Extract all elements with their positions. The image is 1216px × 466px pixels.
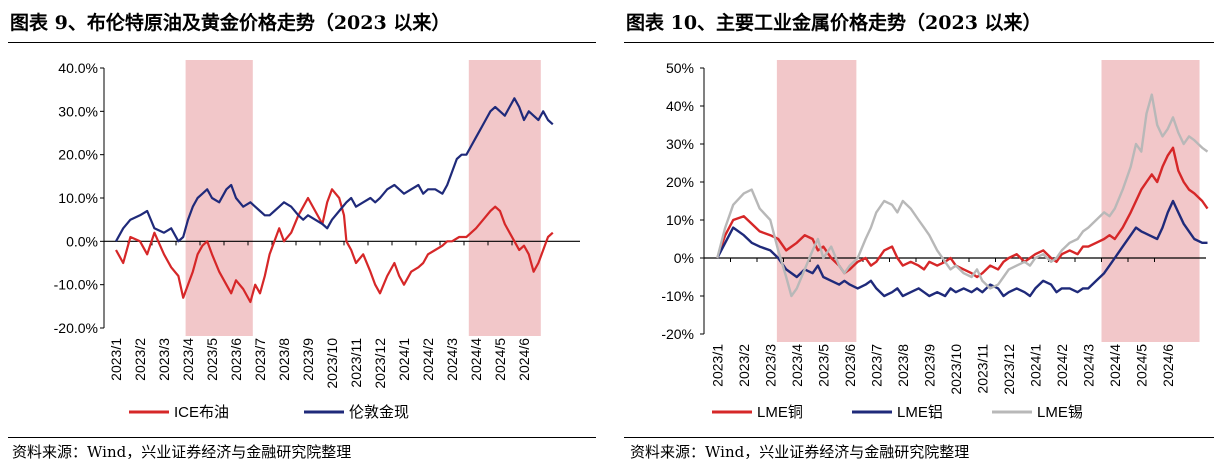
- y-tick-label: 10.0%: [58, 190, 98, 206]
- x-tick-label: 2024/1: [1027, 344, 1043, 387]
- x-tick-label: 2023/9: [921, 344, 937, 387]
- x-tick-label: 2023/12: [1001, 344, 1017, 395]
- x-tick-label: 2023/9: [300, 338, 316, 381]
- y-tick-label: -20%: [661, 326, 694, 342]
- x-tick-label: 2024/4: [468, 338, 484, 381]
- x-tick-label: 2024/1: [396, 338, 412, 381]
- x-tick-label: 2023/2: [132, 338, 148, 381]
- x-tick-label: 2023/4: [789, 344, 805, 387]
- y-tick-label: 20.0%: [58, 147, 98, 163]
- source-rule: [8, 437, 596, 438]
- x-tick-label: 2023/4: [180, 338, 196, 381]
- y-tick-label: -10%: [661, 288, 694, 304]
- x-tick-label: 2024/2: [420, 338, 436, 381]
- legend-label: ICE布油: [174, 404, 229, 421]
- y-tick-label: -10.0%: [54, 277, 98, 293]
- x-tick-label: 2023/3: [156, 338, 172, 381]
- x-tick-label: 2023/11: [974, 344, 990, 394]
- x-tick-label: 2023/8: [895, 344, 911, 387]
- chart-title: 图表 10、主要工业金属价格走势（2023 以来）: [626, 12, 1042, 34]
- source-note: 资料来源：Wind，兴业证券经济与金融研究院整理: [630, 443, 970, 461]
- x-tick-label: 2023/2: [736, 344, 752, 387]
- series-line-1: [716, 199, 1208, 298]
- x-tick-label: 2023/11: [348, 338, 364, 388]
- series-line-1: [115, 97, 554, 243]
- shaded-period: [185, 60, 253, 336]
- x-tick-label: 2023/7: [252, 338, 268, 381]
- right-chart-panel: 图表 10、主要工业金属价格走势（2023 以来） 50% 40% 30% 20% 10…: [608, 0, 1216, 466]
- x-tick-label: 2023/7: [868, 344, 884, 387]
- y-tick-label: 30.0%: [58, 103, 98, 119]
- chart-title: 图表 9、布伦特原油及黄金价格走势（2023 以来）: [10, 12, 451, 34]
- left-chart-panel: 图表 9、布伦特原油及黄金价格走势（2023 以来） 40.0% 30.0% 20.…: [8, 12, 596, 461]
- legend-label: LME锡: [1037, 404, 1083, 421]
- y-tick-label: 40%: [666, 98, 694, 114]
- x-tick-label: 2023/6: [228, 338, 244, 381]
- chart-industrial-metals: 50% 40% 30% 20% 10% 0% -10% -20% 2023/1 2023/2 202…: [661, 60, 1209, 421]
- legend-label: LME铝: [897, 404, 943, 421]
- x-tick-label: 2023/5: [815, 344, 831, 387]
- x-tick-label: 2023/5: [204, 338, 220, 381]
- x-tick-label: 2023/12: [372, 338, 388, 389]
- series-line-2: [716, 93, 1209, 298]
- title-rule: [8, 42, 596, 43]
- legend-label: 伦敦金现: [349, 404, 409, 421]
- x-tick-label: 2023/3: [762, 344, 778, 387]
- title-rule: [624, 42, 1214, 43]
- x-tick-label: 2023/10: [324, 338, 340, 389]
- y-tick-label: -20.0%: [54, 320, 98, 336]
- x-tick-label: 2024/5: [1133, 344, 1149, 387]
- y-tick-label: 0.0%: [66, 233, 98, 249]
- x-tick-label: 2024/6: [1160, 344, 1176, 387]
- x-tick-label: 2024/4: [1107, 344, 1123, 387]
- x-tick-label: 2023/8: [276, 338, 292, 381]
- shaded-period: [468, 60, 541, 336]
- x-tick-label: 2023/1: [108, 338, 124, 381]
- source-note: 资料来源：Wind，兴业证券经济与金融研究院整理: [12, 443, 352, 461]
- x-tick-label: 2024/3: [1080, 344, 1096, 387]
- source-rule: [624, 437, 1214, 438]
- x-tick-label: 2023/10: [948, 344, 964, 395]
- x-tick-label: 2024/2: [1054, 344, 1070, 387]
- y-tick-label: 0%: [674, 250, 694, 266]
- y-tick-label: 10%: [666, 212, 694, 228]
- x-tick-label: 2024/6: [516, 338, 532, 381]
- x-tick-label: 2024/3: [444, 338, 460, 381]
- y-tick-label: 30%: [666, 136, 694, 152]
- series-line-0: [115, 188, 554, 304]
- x-tick-label: 2024/5: [492, 338, 508, 381]
- legend-label: LME铜: [757, 404, 803, 421]
- shaded-period: [776, 60, 857, 342]
- chart-brent-gold: 40.0% 30.0% 20.0% 10.0% 0.0% -10.0% -20.0% 2023…: [54, 60, 580, 421]
- y-tick-label: 40.0%: [58, 60, 98, 76]
- y-tick-label: 20%: [666, 174, 694, 190]
- x-tick-label: 2023/1: [709, 344, 725, 387]
- x-tick-label: 2023/6: [842, 344, 858, 387]
- y-tick-label: 50%: [666, 60, 694, 76]
